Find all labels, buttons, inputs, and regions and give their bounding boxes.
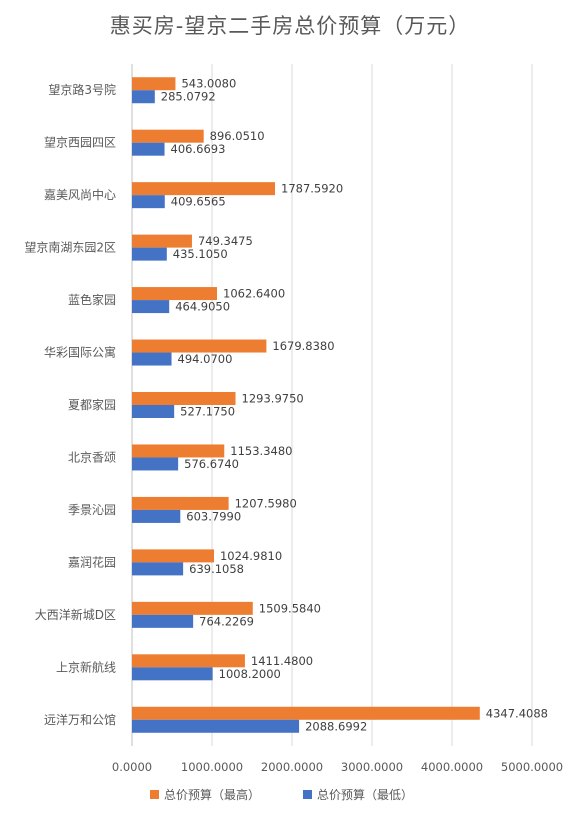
x-tick-label: 2000.0000 (261, 760, 323, 774)
category-label: 季景沁园 (68, 503, 116, 517)
data-label-low: 494.0700 (178, 352, 233, 366)
data-label-low: 764.2269 (199, 614, 254, 628)
category-label: 华彩国际公寓 (44, 345, 116, 360)
bar-low (132, 457, 179, 471)
bar-high (132, 706, 480, 720)
data-label-high: 1787.5920 (281, 182, 343, 196)
data-label-high: 1509.5840 (259, 601, 321, 615)
x-tick-label: 0.0000 (112, 760, 152, 774)
data-label-low: 435.1050 (173, 247, 228, 261)
bar-high (132, 549, 214, 563)
category-label: 大西洋新城D区 (35, 607, 116, 622)
bar-high (132, 339, 267, 353)
data-label-low: 603.7990 (186, 509, 241, 523)
bar-low (132, 509, 181, 523)
bar-high (132, 129, 204, 143)
data-label-low: 406.6693 (171, 142, 226, 156)
x-tick-label: 5000.0000 (501, 760, 563, 774)
bar-low (132, 719, 300, 733)
category-label: 望京南湖东园2区 (24, 240, 116, 255)
bar-low (132, 90, 155, 104)
category-label: 嘉润花园 (68, 554, 116, 569)
data-label-high: 4347.4088 (486, 706, 548, 720)
bar-high (132, 444, 225, 458)
legend-label-low: 总价预算（最低） (317, 787, 413, 802)
data-label-high: 1062.6400 (223, 287, 285, 301)
legend-swatch-low (303, 790, 312, 799)
category-label: 北京香颂 (68, 450, 116, 464)
category-label: 夏都家园 (68, 397, 116, 412)
data-label-high: 896.0510 (210, 129, 265, 143)
data-label-low: 576.6740 (184, 457, 239, 471)
category-label: 蓝色家园 (68, 292, 116, 307)
bar-low (132, 142, 165, 156)
category-label: 嘉美风尚中心 (44, 187, 116, 202)
chart-title: 惠买房-望京二手房总价预算（万元） (109, 14, 471, 38)
category-label: 上京新航线 (56, 659, 116, 674)
bar-high (132, 77, 176, 91)
x-tick-label: 4000.0000 (421, 760, 483, 774)
bar-low (132, 667, 213, 681)
bar-low (132, 352, 172, 366)
bar-high (132, 234, 192, 248)
bar-high (132, 601, 253, 615)
data-label-high: 1293.9750 (242, 392, 304, 406)
bar-high (132, 287, 218, 301)
data-label-high: 1207.5980 (235, 496, 297, 510)
bar-low (132, 614, 194, 628)
legend-swatch-high (150, 790, 159, 799)
data-label-high: 1411.4800 (251, 654, 313, 668)
data-label-high: 749.3475 (198, 234, 253, 248)
data-label-low: 2088.6992 (305, 719, 367, 733)
x-tick-label: 3000.0000 (341, 760, 403, 774)
data-label-low: 527.1750 (180, 405, 235, 419)
bar-high (132, 654, 245, 668)
data-label-high: 543.0080 (181, 77, 236, 91)
category-label: 望京路3号院 (48, 82, 116, 97)
x-tick-label: 1000.0000 (181, 760, 243, 774)
bar-high (132, 496, 229, 510)
bar-high (132, 392, 236, 405)
bar-high (132, 182, 276, 196)
bar-low (132, 562, 184, 576)
data-label-low: 285.0792 (161, 90, 216, 104)
data-label-high: 1024.9810 (220, 549, 282, 563)
bar-low (132, 405, 175, 418)
category-label: 远洋万和公馆 (44, 712, 116, 727)
data-label-high: 1153.3480 (230, 444, 292, 458)
legend-label-high: 总价预算（最高） (164, 787, 260, 802)
data-label-high: 1679.8380 (272, 339, 334, 353)
data-label-low: 639.1058 (189, 562, 244, 576)
bar-low (132, 247, 167, 261)
category-label: 望京西园四区 (44, 136, 116, 150)
data-label-low: 409.6565 (171, 195, 226, 209)
bar-low (132, 300, 170, 314)
data-label-low: 464.9050 (175, 300, 230, 314)
bar-low (132, 195, 165, 209)
data-label-low: 1008.2000 (219, 667, 281, 681)
